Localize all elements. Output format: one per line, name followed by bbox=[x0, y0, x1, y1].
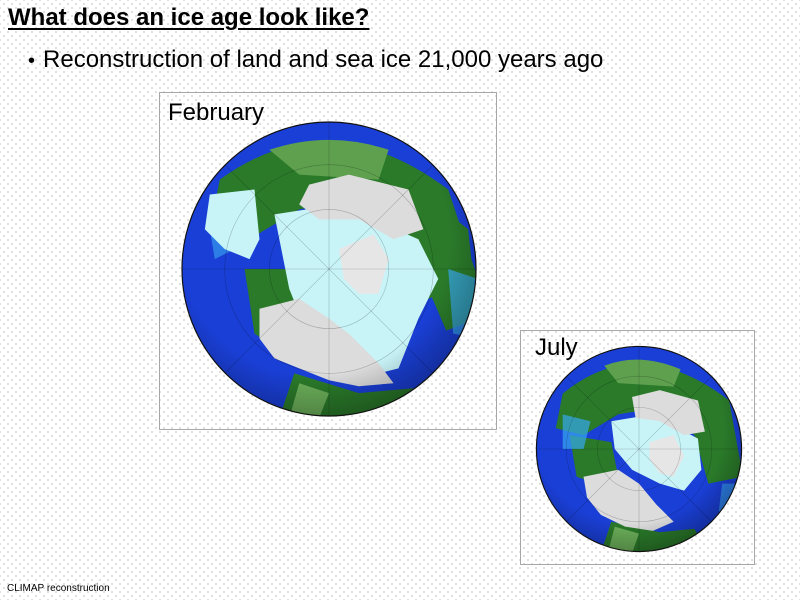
july-map-panel: July bbox=[520, 330, 755, 565]
slide-title: What does an ice age look like? bbox=[8, 4, 370, 31]
february-label: February bbox=[168, 99, 265, 126]
bullet-marker: • bbox=[28, 50, 36, 72]
february-globe-image bbox=[180, 120, 478, 418]
july-globe-image bbox=[535, 345, 743, 553]
july-label: July bbox=[535, 334, 578, 361]
bullet-point: • Reconstruction of land and sea ice 21,… bbox=[28, 46, 603, 74]
bullet-text: Reconstruction of land and sea ice 21,00… bbox=[43, 46, 604, 73]
source-caption: CLIMAP reconstruction bbox=[7, 583, 110, 594]
february-map-panel: February bbox=[159, 92, 497, 430]
